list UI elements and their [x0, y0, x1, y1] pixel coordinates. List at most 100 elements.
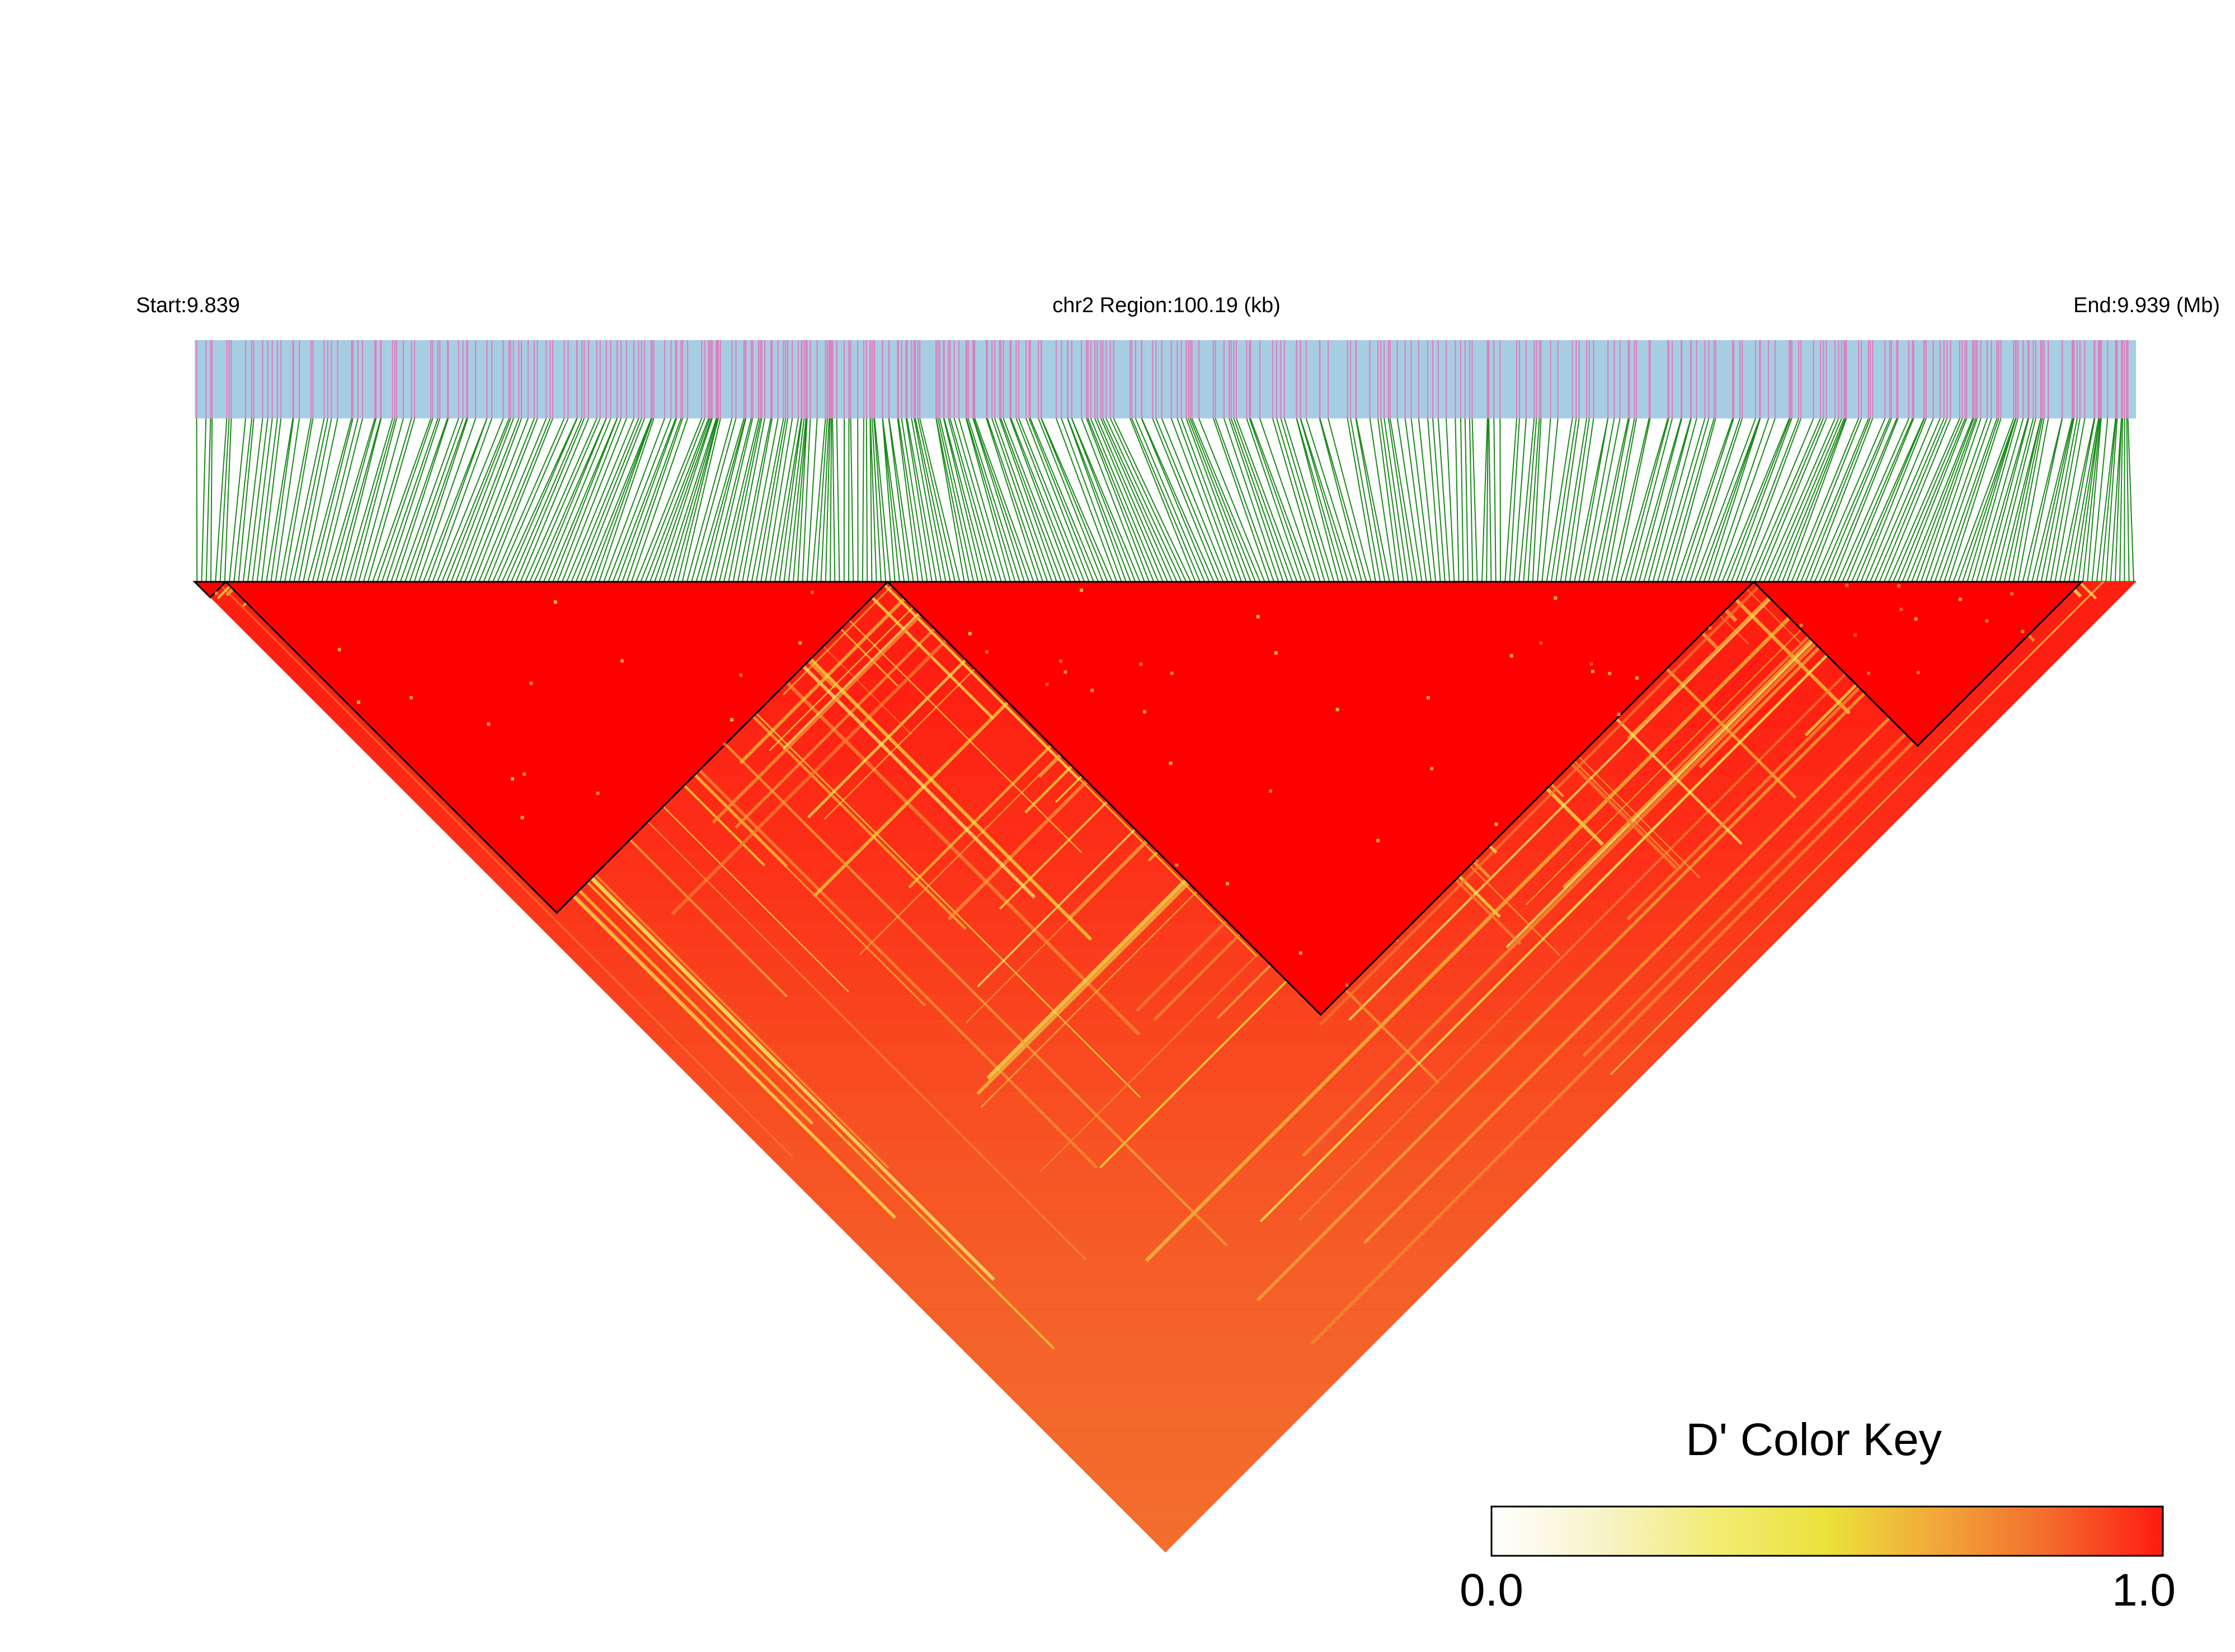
snp-connector-line [1754, 418, 1824, 582]
snp-connector-line [1800, 418, 1869, 582]
snp-connector-line [949, 418, 997, 582]
snp-connector-line [1141, 418, 1210, 582]
snp-connector-line [2059, 418, 2095, 582]
ld-block [886, 581, 1756, 1016]
snp-connector-line [344, 418, 393, 582]
snp-connector-line [1350, 418, 1381, 582]
snp-connector-line [732, 418, 765, 582]
snp-connector-line [1355, 418, 1386, 582]
snp-connector-line [1427, 418, 1441, 582]
ld-speckle [1985, 619, 1989, 623]
ld-distance-band [752, 1140, 1578, 1164]
ld-speckle [1845, 583, 1849, 587]
snp-connector-line [1564, 418, 1590, 582]
snp-connector-line [1061, 418, 1122, 582]
snp-connector-line [1994, 418, 2036, 582]
snp-connector-line [1455, 418, 1460, 582]
ld-speckle [1897, 584, 1901, 588]
ld-stripe [1348, 582, 1789, 1021]
snp-connector-line [460, 418, 523, 582]
snp-connector-line [1404, 418, 1427, 582]
snp-connector-line [1717, 418, 1776, 582]
snp-connector-line [219, 418, 230, 582]
snp-connector-line [1680, 418, 1734, 582]
snp-connector-line [999, 418, 1057, 582]
snp-connector-line [709, 418, 752, 582]
snp-connector-line [1380, 418, 1404, 582]
ld-speckle [1867, 671, 1871, 675]
snp-connector-line [1212, 418, 1270, 582]
snp-connector-line [640, 418, 705, 582]
snp-connector-line [1537, 418, 1551, 582]
snp-connector-line [1130, 418, 1196, 582]
snp-connector-line [2026, 418, 2063, 582]
snp-connector-line [644, 418, 709, 582]
ld-speckle [1430, 766, 1434, 770]
snp-connector-line [937, 418, 975, 582]
snp-connector-line [224, 418, 232, 582]
ld-stripe [769, 582, 939, 751]
snp-connector-line [1795, 418, 1862, 582]
snp-connector-line [1957, 418, 2016, 582]
snp-connector-line [888, 418, 910, 582]
snp-connector-line [953, 418, 1002, 582]
snp-connector-line [1071, 418, 1136, 582]
ld-block-outlines [192, 581, 2084, 1016]
ld-speckle [739, 673, 743, 677]
ld-distance-band [462, 849, 1869, 873]
snp-connector-line [1527, 418, 1540, 582]
snp-connector-line [1377, 418, 1400, 582]
snp-connector-line [1634, 418, 1682, 582]
snp-connector-line [2073, 418, 2100, 582]
snp-connector-line [330, 418, 377, 582]
ld-distance-band [607, 994, 1724, 1019]
snp-connector-line [552, 418, 618, 582]
snp-connector-line [423, 418, 488, 582]
color-key-max-label: 1.0 [2112, 1565, 2176, 1616]
snp-connector-line [1952, 418, 2015, 582]
snp-connector-line [1347, 418, 1376, 582]
snp-connector-line [1786, 418, 1847, 582]
ld-distance-band [825, 1212, 1505, 1237]
snp-connector-line [215, 418, 228, 582]
snp-connector-line [630, 418, 688, 582]
ld-speckle [620, 659, 624, 663]
snp-connector-line [1740, 418, 1802, 582]
snp-ticks [196, 340, 2129, 418]
ld-speckle [523, 772, 526, 776]
snp-connector-line [1250, 418, 1312, 582]
snp-connector-line [1999, 418, 2041, 582]
ld-block [223, 581, 890, 914]
snp-connector-line [1105, 418, 1182, 582]
snp-connector-line [765, 418, 793, 582]
snp-connector-line [723, 418, 761, 582]
snp-connector-line [686, 418, 733, 582]
ld-speckle [1269, 789, 1273, 793]
snp-connector-line [399, 418, 459, 582]
snp-connector-line [2036, 418, 2074, 582]
snp-connector-line [520, 418, 590, 582]
snp-connector-line [266, 418, 294, 582]
snp-connector-line [967, 418, 1020, 582]
snp-connector-line [1897, 418, 1966, 582]
snp-connector-line [2110, 418, 2123, 582]
snp-connector-line [1236, 418, 1298, 582]
snp-connector-line [1067, 418, 1131, 582]
snp-connector-line [1842, 418, 1913, 582]
snp-connector-line [261, 418, 282, 582]
snp-connector-line [915, 418, 951, 582]
ld-speckle [1899, 608, 1903, 611]
snp-connector-line [654, 418, 712, 582]
snp-connector-line [1828, 418, 1898, 582]
snp-connector-line [395, 418, 449, 582]
snp-connector-line [1230, 418, 1288, 582]
snp-connector-line [948, 418, 993, 582]
snp-connector-line [321, 418, 363, 582]
snp-connector-line [1056, 418, 1118, 582]
snp-connector-line [746, 418, 779, 582]
ld-speckle [1914, 617, 1918, 621]
snp-connector-line [2054, 418, 2086, 582]
snp-connector-line [882, 418, 896, 582]
snp-connector-line [1481, 418, 1488, 582]
ld-speckle [1059, 659, 1063, 663]
